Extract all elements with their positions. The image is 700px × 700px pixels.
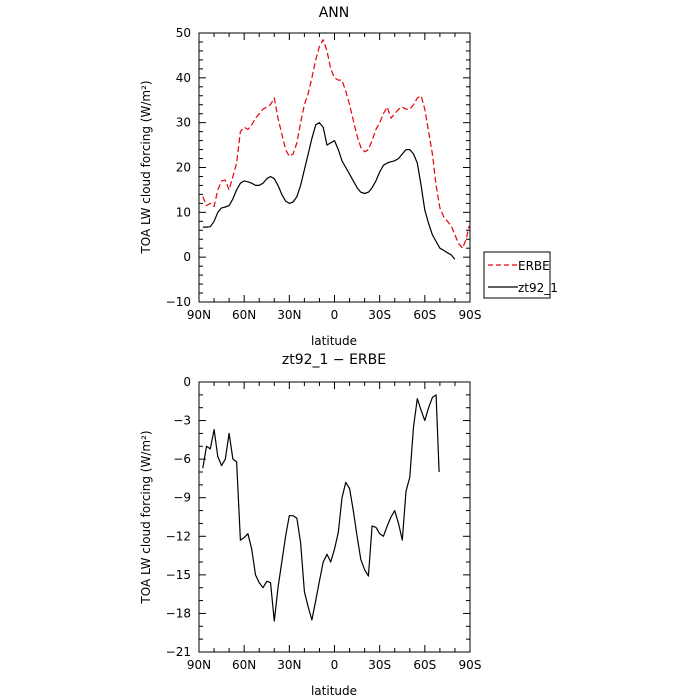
y-tick-label: 50	[176, 26, 191, 40]
legend-label-zt92-1: zt92_1	[518, 281, 558, 295]
x-tick-label: 90N	[187, 658, 211, 672]
y-tick-label: 30	[176, 116, 191, 130]
bottom-chart-title: zt92_1 − ERBE	[282, 352, 386, 368]
top-chart-title: ANN	[319, 5, 350, 21]
x-tick-label: 60N	[232, 308, 256, 322]
bottom-chart-series	[202, 394, 440, 622]
y-tick-label: 10	[176, 205, 191, 219]
x-tick-label: 30S	[368, 658, 391, 672]
y-tick-label: −21	[166, 645, 191, 659]
y-tick-label: 20	[176, 161, 191, 175]
y-tick-label: −15	[166, 568, 191, 582]
erbe-series-line	[202, 39, 470, 249]
legend-box	[483, 251, 551, 299]
bottom-chart-axes: −21 −18 −15 −12 −9 −6 −3 0 90N 60N 30N 0 30S 60S 90S	[166, 375, 482, 672]
top-chart-axes: −10 0 10 20 30 40 50 90N 60N 30N 0 30S 60S 90S	[166, 26, 482, 322]
top-chart-panel: ANN TOA LW cloud forcing (W/m²) latitude…	[139, 5, 558, 348]
y-tick-label: −6	[173, 452, 191, 466]
x-tick-label: 0	[331, 658, 339, 672]
y-tick-label: −12	[166, 529, 191, 543]
zt92-1-series-line	[202, 122, 456, 260]
difference-series-line	[202, 394, 440, 622]
y-tick-label: −10	[166, 295, 191, 309]
top-chart-series	[202, 39, 470, 260]
x-tick-label: 30S	[368, 308, 391, 322]
x-tick-label: 60S	[413, 308, 436, 322]
x-tick-label: 60N	[232, 658, 256, 672]
y-tick-label: −18	[166, 606, 191, 620]
x-tick-label: 30N	[277, 308, 301, 322]
y-tick-label: −9	[173, 491, 191, 505]
y-tick-label: 0	[183, 375, 191, 389]
y-tick-label: 40	[176, 71, 191, 85]
x-tick-label: 90S	[459, 658, 482, 672]
x-tick-label: 60S	[413, 658, 436, 672]
bottom-chart-xlabel: latitude	[311, 684, 357, 698]
x-tick-label: 90N	[187, 308, 211, 322]
x-tick-label: 30N	[277, 658, 301, 672]
legend-label-erbe: ERBE	[518, 259, 550, 273]
x-tick-label: 0	[331, 308, 339, 322]
y-tick-label: 0	[183, 250, 191, 264]
bottom-chart-ylabel: TOA LW cloud forcing (W/m²)	[139, 430, 153, 604]
bottom-chart-panel: zt92_1 − ERBE TOA LW cloud forcing (W/m²…	[139, 352, 481, 698]
x-tick-label: 90S	[459, 308, 482, 322]
top-chart-xlabel: latitude	[311, 334, 357, 348]
top-chart-ylabel: TOA LW cloud forcing (W/m²)	[139, 80, 153, 254]
plot-frame	[198, 32, 471, 303]
y-tick-label: −3	[173, 414, 191, 428]
top-chart-legend: ERBE zt92_1	[483, 251, 558, 299]
